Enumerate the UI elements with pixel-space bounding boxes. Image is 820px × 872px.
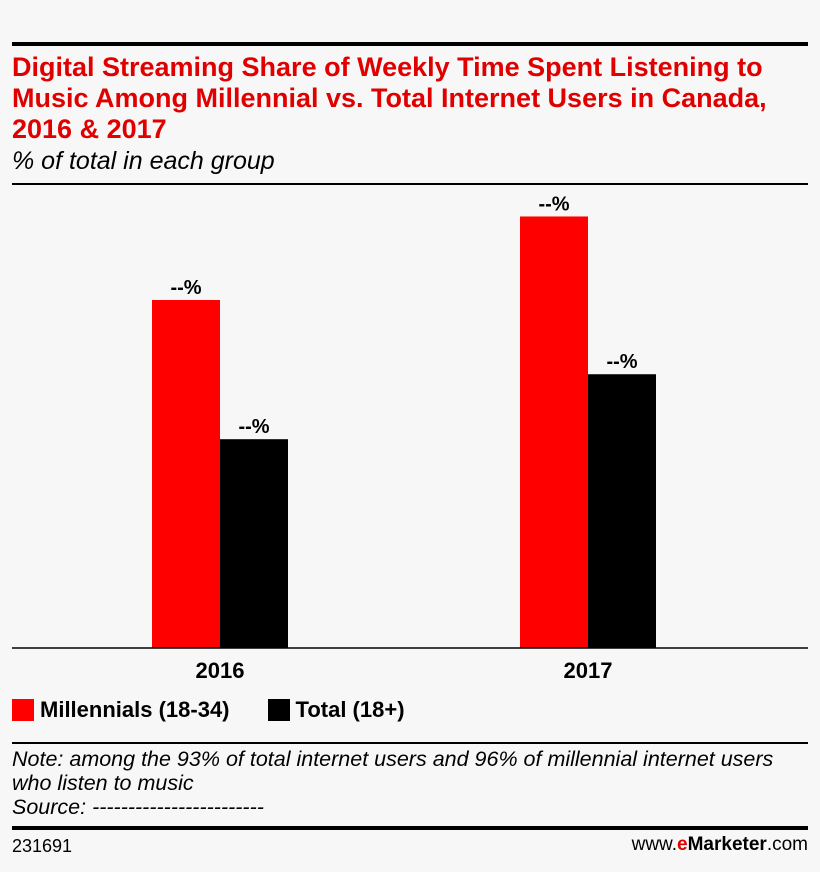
x-tick-label-2016: 2016 [196, 658, 245, 683]
bar-total-2016 [220, 439, 288, 648]
brand-main: Marketer [687, 834, 767, 855]
bar-millennials-2017 [520, 216, 588, 649]
brand-suffix: .com [766, 834, 808, 855]
bar-chart: --% --% 2016 --% --% 2017 [12, 193, 808, 683]
data-label-millennials-2016: --% [170, 277, 201, 299]
data-label-total-2016: --% [238, 416, 269, 438]
bar-millennials-2016 [152, 300, 220, 648]
chart-title: Digital Streaming Share of Weekly Time S… [12, 52, 767, 144]
bar-total-2017 [588, 374, 656, 648]
legend: Millennials (18-34) Total (18+) [12, 697, 443, 723]
chart-id: 231691 [12, 836, 73, 856]
brand-link[interactable]: www.eMarketer.com [632, 834, 808, 856]
legend-label-total: Total (18+) [295, 697, 405, 722]
chart-subtitle: % of total in each group [12, 147, 275, 175]
brand-e: e [677, 834, 688, 855]
notes: Note: among the 93% of total internet us… [12, 747, 812, 819]
x-tick-label-2017: 2017 [564, 658, 613, 683]
legend-swatch-millennials [12, 699, 34, 721]
notes-rule [12, 742, 808, 744]
footer-rule [12, 826, 808, 830]
data-label-millennials-2017: --% [538, 193, 569, 215]
top-rule [12, 42, 808, 46]
note-text: Note: among the 93% of total internet us… [12, 747, 774, 795]
legend-item-total: Total (18+) [267, 697, 405, 723]
legend-swatch-total [267, 699, 290, 721]
source-text: Source: ------------------------ [12, 795, 264, 819]
legend-label-millennials: Millennials (18-34) [40, 697, 230, 722]
subtitle-rule [12, 183, 808, 185]
data-label-total-2017: --% [606, 351, 637, 373]
legend-item-millennials: Millennials (18-34) [12, 697, 230, 723]
brand-prefix: www. [631, 834, 678, 855]
